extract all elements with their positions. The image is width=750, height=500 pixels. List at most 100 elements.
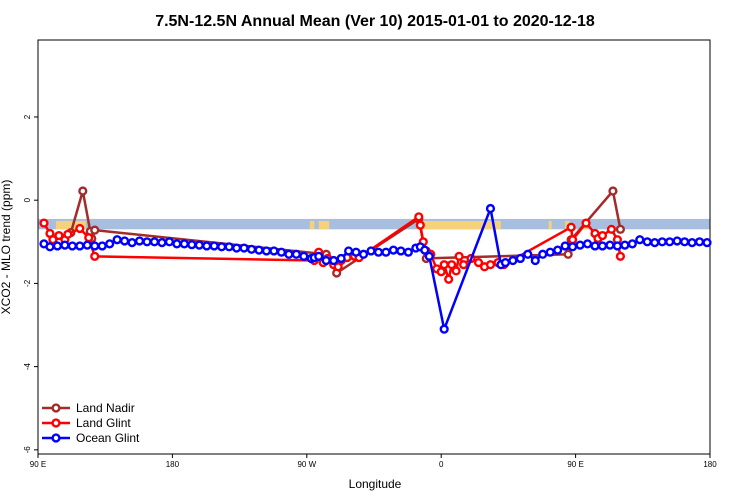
point-ocean-glint-25 <box>224 242 234 252</box>
point-ocean-glint-66 <box>560 241 570 251</box>
point-ocean-glint-24 <box>217 242 227 252</box>
point-ocean-glint-17 <box>164 237 175 247</box>
point-land-glint-33 <box>473 258 484 268</box>
series-ocean-glint <box>39 203 712 334</box>
point-land-glint-38 <box>566 222 576 232</box>
legend-label-land-glint: Land Glint <box>76 416 131 430</box>
legend-item-ocean-glint: Ocean Glint <box>42 431 140 445</box>
point-land-glint-0 <box>39 218 49 228</box>
point-land-glint-6 <box>75 223 85 234</box>
point-ocean-glint-26 <box>232 243 242 253</box>
x-tick-label-2: 90 W <box>297 460 316 469</box>
point-ocean-glint-10 <box>112 235 122 245</box>
point-land-glint-29 <box>451 266 461 276</box>
point-ocean-glint-60 <box>515 253 525 264</box>
y-tick-label-4: -6 <box>23 446 32 454</box>
point-ocean-glint-44 <box>358 249 369 259</box>
point-ocean-glint-46 <box>373 247 384 257</box>
point-ocean-glint-27 <box>239 243 249 253</box>
point-ocean-glint-22 <box>202 241 212 251</box>
land-mask-segment-2 <box>309 220 315 230</box>
point-ocean-glint-61 <box>523 249 533 259</box>
point-ocean-glint-69 <box>582 239 593 249</box>
land-mask-segment-6 <box>548 220 552 230</box>
y-tick-label-1: 0 <box>23 197 32 202</box>
point-land-glint-30 <box>454 251 464 261</box>
point-ocean-glint-4 <box>67 241 77 251</box>
point-land-glint-28 <box>447 260 457 270</box>
point-ocean-glint-82 <box>680 237 690 247</box>
point-ocean-glint-34 <box>291 249 301 259</box>
series-layer <box>39 186 712 334</box>
point-ocean-glint-68 <box>575 240 585 250</box>
point-ocean-glint-43 <box>351 247 361 257</box>
point-ocean-glint-2 <box>52 241 63 251</box>
point-ocean-glint-6 <box>82 240 92 250</box>
point-land-glint-25 <box>436 267 446 277</box>
point-land-nadir-12 <box>608 186 618 196</box>
point-land-glint-27 <box>444 274 454 284</box>
point-ocean-glint-12 <box>127 238 137 248</box>
point-ocean-glint-72 <box>605 240 615 250</box>
chart-title: 7.5N-12.5N Annual Mean (Ver 10) 2015-01-… <box>155 13 595 30</box>
point-ocean-glint-29 <box>254 245 264 255</box>
point-land-glint-19 <box>414 212 424 222</box>
plot-frame <box>37 39 711 455</box>
x-tick-label-5: 180 <box>703 460 717 469</box>
point-ocean-glint-84 <box>694 237 705 247</box>
legend-marker-land-glint <box>51 418 61 428</box>
legend-label-ocean-glint: Ocean Glint <box>76 431 140 445</box>
point-ocean-glint-30 <box>261 246 272 256</box>
point-ocean-glint-80 <box>665 237 675 247</box>
point-ocean-glint-48 <box>388 245 399 255</box>
point-ocean-glint-74 <box>620 240 630 250</box>
point-ocean-glint-3 <box>60 240 70 250</box>
point-land-glint-44 <box>606 224 617 234</box>
point-ocean-glint-85 <box>702 238 712 248</box>
x-axis-label: Longitude <box>349 477 402 491</box>
x-tick-label-0: 90 E <box>30 460 46 469</box>
point-land-glint-40 <box>581 218 591 228</box>
point-ocean-glint-38 <box>314 251 324 261</box>
point-land-glint-26 <box>439 260 449 270</box>
point-ocean-glint-58 <box>500 258 511 268</box>
point-ocean-glint-5 <box>75 241 85 251</box>
point-land-glint-39 <box>568 235 578 245</box>
point-ocean-glint-1 <box>45 242 55 252</box>
y-axis-label: XCO2 - MLO trend (ppm) <box>0 180 13 315</box>
point-ocean-glint-81 <box>672 236 682 246</box>
point-ocean-glint-67 <box>568 242 578 252</box>
y-tick-label-0: 2 <box>23 114 32 119</box>
point-ocean-glint-8 <box>97 241 107 251</box>
point-land-glint-3 <box>54 230 64 241</box>
point-ocean-glint-33 <box>284 249 294 259</box>
point-ocean-glint-76 <box>635 235 645 245</box>
point-ocean-glint-40 <box>329 255 339 266</box>
point-ocean-glint-32 <box>276 247 287 257</box>
point-ocean-glint-21 <box>194 240 204 250</box>
point-ocean-glint-77 <box>642 237 652 247</box>
point-ocean-glint-47 <box>381 247 391 257</box>
point-land-nadir-10 <box>563 249 573 259</box>
point-ocean-glint-75 <box>627 239 637 249</box>
legend-label-land-nadir: Land Nadir <box>76 401 135 415</box>
point-ocean-glint-28 <box>246 244 257 254</box>
point-ocean-glint-23 <box>209 241 219 251</box>
point-land-glint-46 <box>615 251 626 261</box>
point-land-glint-31 <box>459 260 469 270</box>
point-ocean-glint-9 <box>105 239 115 249</box>
point-ocean-glint-55 <box>439 324 449 334</box>
point-land-nadir-5 <box>90 225 100 235</box>
point-ocean-glint-41 <box>336 253 346 264</box>
point-land-glint-43 <box>597 230 608 241</box>
point-ocean-glint-45 <box>366 246 376 256</box>
point-ocean-glint-56 <box>485 203 496 214</box>
point-ocean-glint-20 <box>187 240 197 250</box>
land-mask-segment-0 <box>55 220 71 230</box>
point-ocean-glint-71 <box>597 241 608 251</box>
x-axis: 90 E 180 90 W 0 90 E 180 <box>30 454 717 469</box>
point-ocean-glint-13 <box>134 236 145 246</box>
point-ocean-glint-15 <box>149 237 160 247</box>
